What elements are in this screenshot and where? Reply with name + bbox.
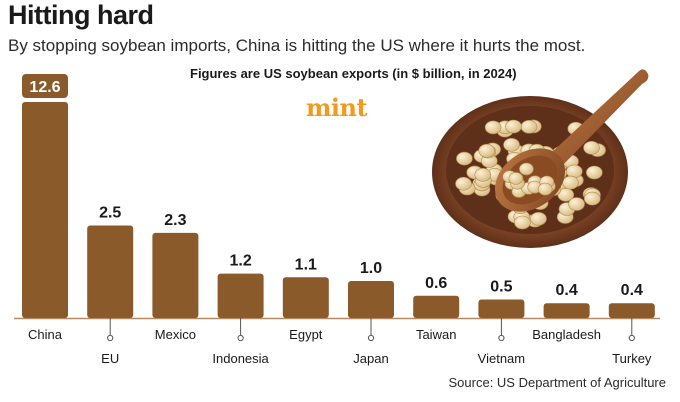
label-connector-dot: [237, 334, 244, 342]
label-connector-dot: [107, 334, 114, 342]
soybean: [478, 143, 496, 158]
soybean: [474, 168, 492, 182]
value-label-china: 12.6: [29, 79, 60, 96]
category-label-japan: Japan: [353, 351, 388, 366]
chart-note: Figures are US soybean exports (in $ bil…: [190, 66, 517, 81]
highlight-badge: [22, 74, 68, 98]
soybean: [484, 120, 502, 135]
soybean: [455, 176, 472, 191]
soybean: [503, 138, 520, 152]
bar-egypt: [282, 277, 329, 318]
category-label-taiwan: Taiwan: [416, 327, 456, 342]
soybean: [530, 212, 547, 226]
chart-title: Hitting hard: [8, 0, 154, 30]
soybean: [568, 197, 585, 211]
category-label-eu: EU: [101, 351, 119, 366]
label-connector-dot: [367, 334, 375, 342]
bar-eu: [87, 225, 134, 318]
value-label-bangladesh: 0.4: [555, 282, 577, 299]
chart-subtitle: By stopping soybean imports, China is hi…: [8, 36, 586, 55]
soybean: [514, 215, 531, 230]
label-connector-dot: [628, 334, 635, 342]
soybean: [537, 182, 553, 196]
soybean: [583, 141, 600, 155]
soybean: [508, 172, 524, 185]
category-label-bangladesh: Bangladesh: [532, 327, 601, 342]
value-label-indonesia: 1.2: [229, 253, 251, 270]
category-label-mexico: Mexico: [155, 327, 196, 342]
soybean-bowl-illustration: [432, 69, 649, 248]
source-note: Source: US Department of Agriculture: [448, 375, 667, 390]
soybean: [586, 165, 603, 180]
value-label-egypt: 1.1: [295, 256, 317, 273]
category-label-china: China: [28, 327, 63, 342]
soybean: [519, 162, 534, 176]
category-label-vietnam: Vietnam: [478, 351, 525, 366]
value-label-taiwan: 0.6: [425, 275, 447, 292]
value-label-japan: 1.0: [360, 260, 382, 277]
bar-vietnam: [478, 299, 525, 318]
bar-bangladesh: [543, 303, 590, 318]
category-label-egypt: Egypt: [289, 327, 323, 342]
bar-turkey: [608, 303, 655, 318]
category-label-turkey: Turkey: [612, 351, 652, 366]
bar-taiwan: [413, 295, 460, 318]
soybean: [505, 119, 522, 134]
bar-mexico: [152, 232, 199, 318]
value-label-vietnam: 0.5: [490, 279, 512, 296]
value-label-mexico: 2.3: [164, 212, 186, 229]
label-connector-dot: [498, 334, 505, 342]
category-label-indonesia: Indonesia: [212, 351, 269, 366]
soybean: [584, 191, 601, 206]
value-label-eu: 2.5: [99, 205, 121, 222]
brand-logo: mint: [306, 93, 368, 122]
bar-japan: [348, 281, 394, 318]
value-label-turkey: 0.4: [621, 282, 643, 299]
bar-indonesia: [217, 273, 264, 318]
soybean: [456, 151, 473, 166]
bar-china: [22, 102, 68, 318]
